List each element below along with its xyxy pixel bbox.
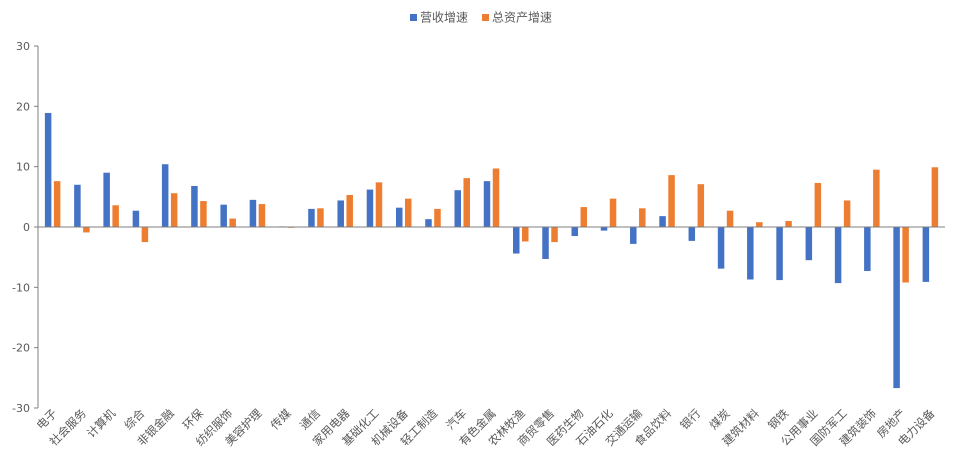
bar bbox=[434, 208, 441, 227]
bar bbox=[834, 227, 842, 284]
bar bbox=[668, 175, 675, 227]
bar bbox=[814, 182, 822, 227]
bar bbox=[931, 167, 939, 227]
y-tick-label: 30 bbox=[16, 40, 30, 53]
bar bbox=[74, 184, 81, 227]
bar bbox=[454, 190, 461, 227]
bar bbox=[688, 227, 696, 241]
bar bbox=[542, 227, 549, 259]
bar bbox=[44, 112, 52, 227]
bar bbox=[522, 227, 529, 242]
bar bbox=[375, 182, 383, 227]
bar bbox=[843, 200, 851, 227]
legend-swatch bbox=[482, 14, 489, 21]
bar bbox=[785, 220, 792, 227]
legend-label: 营收增速 bbox=[420, 11, 468, 25]
bar bbox=[805, 227, 813, 261]
x-tick-label: 传媒 bbox=[268, 406, 295, 433]
y-tick-label: 10 bbox=[16, 161, 30, 174]
bar bbox=[463, 178, 470, 227]
bar bbox=[366, 189, 374, 227]
bar bbox=[492, 168, 500, 227]
bar bbox=[756, 222, 763, 227]
bar bbox=[395, 207, 403, 227]
bar bbox=[404, 198, 412, 227]
legend-swatch bbox=[410, 14, 417, 21]
bar bbox=[220, 204, 227, 227]
bar bbox=[249, 199, 257, 227]
bar bbox=[53, 181, 61, 227]
bar-series-group bbox=[44, 112, 939, 389]
bar bbox=[630, 227, 637, 244]
bar bbox=[191, 185, 198, 227]
bar bbox=[600, 227, 608, 231]
bar bbox=[864, 227, 871, 272]
bar bbox=[551, 227, 558, 243]
bar bbox=[697, 184, 705, 227]
legend-label: 总资产增速 bbox=[492, 11, 552, 25]
series-asset-growth bbox=[53, 167, 939, 283]
bar bbox=[258, 204, 266, 227]
bar bbox=[112, 205, 119, 227]
x-tick-label: 计算机 bbox=[84, 406, 119, 441]
bar bbox=[873, 169, 880, 227]
bar bbox=[659, 216, 666, 227]
y-tick-label: -10 bbox=[12, 281, 30, 294]
bar bbox=[893, 227, 900, 389]
bar bbox=[776, 227, 783, 281]
bar bbox=[513, 227, 520, 254]
bar bbox=[103, 172, 110, 227]
bar bbox=[922, 227, 930, 282]
y-tick-label: 0 bbox=[23, 221, 30, 234]
bar bbox=[571, 227, 579, 237]
bar bbox=[161, 164, 169, 227]
bar bbox=[639, 208, 646, 227]
bar bbox=[317, 208, 324, 227]
bar bbox=[580, 207, 588, 227]
chart-legend: 营收增速 总资产增速 bbox=[410, 11, 552, 25]
bar bbox=[726, 210, 734, 227]
bar bbox=[200, 201, 207, 227]
y-tick-label: 20 bbox=[16, 100, 30, 113]
x-tick-label: 银行 bbox=[677, 406, 703, 432]
bar bbox=[902, 227, 909, 283]
bar bbox=[747, 227, 754, 280]
bar bbox=[308, 208, 315, 227]
bar bbox=[346, 195, 353, 227]
bar bbox=[717, 227, 725, 269]
y-tick-label: -20 bbox=[12, 342, 30, 355]
bar bbox=[483, 181, 491, 227]
series-revenue-growth bbox=[44, 112, 930, 389]
y-tick-label: -30 bbox=[12, 402, 30, 415]
bar bbox=[83, 227, 90, 233]
bar bbox=[609, 198, 617, 227]
y-axis: 30 20 10 0 -10 -20 -30 bbox=[12, 40, 39, 415]
bar bbox=[132, 210, 140, 227]
bar bbox=[170, 193, 178, 227]
bar bbox=[229, 218, 236, 227]
bar bbox=[425, 219, 432, 227]
bar bbox=[337, 200, 344, 227]
bar bbox=[141, 227, 149, 243]
